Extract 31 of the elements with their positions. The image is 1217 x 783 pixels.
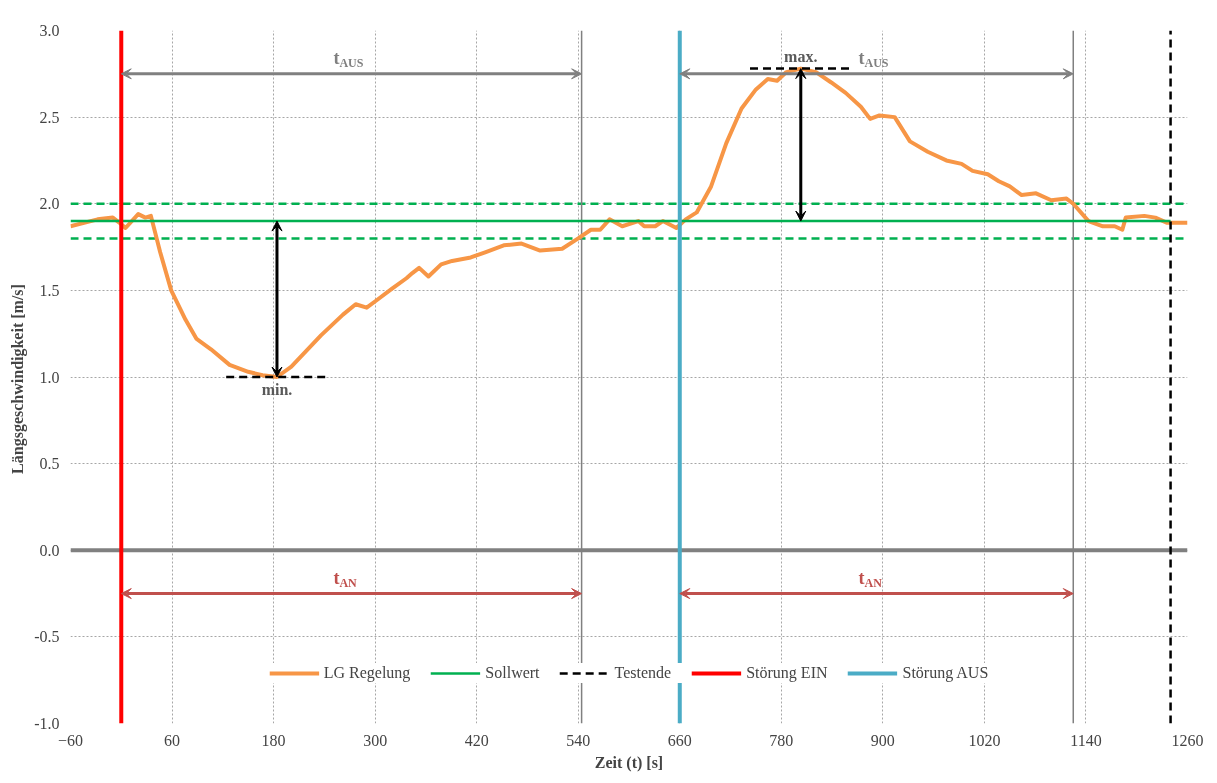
y-axis-title: Längsgeschwindigkeit [m/s] bbox=[9, 284, 28, 474]
legend-label: Störung AUS bbox=[902, 664, 989, 682]
legend-label: Störung EIN bbox=[746, 664, 828, 682]
x-tick-label: −60 bbox=[57, 731, 84, 749]
legend-label: LG Regelung bbox=[323, 664, 411, 682]
x-tick-label: 1020 bbox=[968, 731, 1001, 749]
y-tick-label: 1.0 bbox=[39, 368, 60, 386]
y-tick-label: 2.0 bbox=[39, 195, 60, 213]
y-tick-label: 0.0 bbox=[39, 541, 60, 559]
x-tick-label: 180 bbox=[261, 731, 286, 749]
y-tick-label: -1.0 bbox=[34, 715, 60, 732]
legend-label: Testende bbox=[614, 664, 672, 682]
x-tick-label: 540 bbox=[566, 731, 591, 749]
line-series bbox=[70, 66, 1188, 379]
annotation: max. bbox=[784, 47, 818, 65]
x-tick-label: 1260 bbox=[1171, 731, 1204, 749]
y-tick-label: 1.5 bbox=[39, 281, 60, 299]
x-tick-label: 1140 bbox=[1070, 731, 1102, 749]
x-tick-label: 780 bbox=[769, 731, 794, 749]
y-tick-label: 0.5 bbox=[39, 455, 60, 473]
x-axis-title: Zeit (t) [s] bbox=[594, 753, 664, 772]
y-tick-label: -0.5 bbox=[34, 628, 60, 646]
y-tick-label: 2.5 bbox=[39, 108, 60, 126]
x-tick-label: 900 bbox=[870, 731, 895, 749]
legend-label: Sollwert bbox=[485, 664, 540, 682]
x-tick-label: 300 bbox=[363, 731, 388, 749]
x-tick-label: 660 bbox=[667, 731, 692, 749]
y-tick-label: 3.0 bbox=[39, 22, 60, 39]
annotation: min. bbox=[261, 381, 293, 398]
x-tick-label: 60 bbox=[164, 731, 181, 749]
x-tick-label: 420 bbox=[464, 731, 489, 749]
